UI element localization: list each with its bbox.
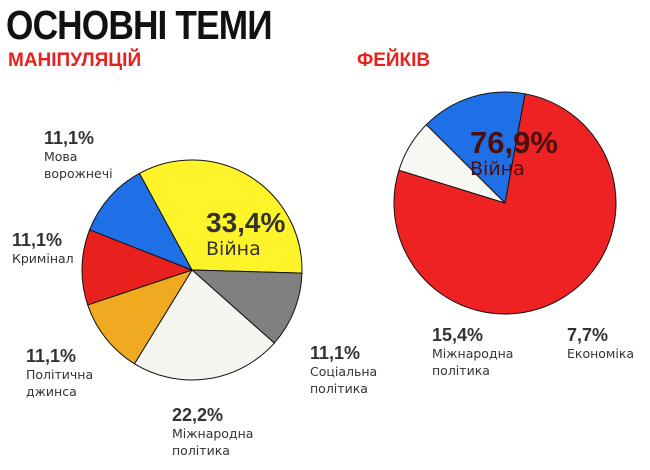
- manipulations-heading: МАНІПУЛЯЦІЙ: [8, 50, 142, 71]
- fakes-slice-international: [425, 91, 526, 204]
- manip-paid-name-1: Політична: [26, 367, 94, 382]
- manip-criminal-value: 11,1%: [12, 230, 63, 250]
- manip-international-value: 22,2%: [172, 405, 224, 425]
- fakes-economy-name: Економіка: [567, 346, 635, 361]
- manip-social-name-1: Соціальна: [310, 364, 378, 379]
- manip-war-value: 33,4%: [206, 207, 286, 238]
- manip-label-criminal: 11,1% Кримінал: [12, 230, 74, 267]
- fakes-war-value: 76,9%: [470, 125, 558, 160]
- manip-war-name: Війна: [206, 238, 261, 260]
- manip-criminal-name: Кримінал: [12, 251, 74, 266]
- fakes-international-name-1: Міжнародна: [432, 346, 514, 361]
- page-title: ОСНОВНІ ТЕМИ: [6, 2, 273, 48]
- fakes-international-name-2: політика: [432, 363, 490, 378]
- fakes-slice-war: [393, 93, 617, 315]
- manip-label-war: 33,4% Війна: [206, 207, 286, 261]
- manip-slice-hate: [89, 172, 193, 271]
- fakes-label-international: 15,4% Міжнародна політика: [432, 325, 513, 379]
- manip-slice-criminal: [81, 229, 193, 306]
- fakes-label-economy: 7,7% Економіка: [567, 325, 634, 362]
- manip-paid-name-2: джинса: [26, 384, 77, 399]
- manip-international-name-1: Міжнародна: [172, 426, 254, 441]
- fakes-label-war: 76,9% Війна: [470, 125, 558, 180]
- fakes-economy-value: 7,7%: [567, 325, 609, 345]
- manip-hate-name-1: Мова: [44, 149, 78, 164]
- manip-international-name-2: політика: [172, 443, 230, 458]
- manip-label-social: 11,1% Соціальна політика: [310, 343, 377, 397]
- manip-hate-name-2: ворожнечі: [44, 166, 113, 181]
- manip-label-paid: 11,1% Політична джинса: [26, 346, 93, 400]
- manip-slice-war: [138, 159, 303, 274]
- manip-label-international: 22,2% Міжнародна політика: [172, 405, 253, 459]
- manip-hate-value: 11,1%: [44, 128, 95, 148]
- manip-slice-social: [191, 269, 303, 344]
- fakes-international-value: 15,4%: [432, 325, 484, 345]
- fakes-war-name: Війна: [470, 158, 525, 180]
- manip-slice-paid: [87, 269, 193, 365]
- manip-social-name-2: політика: [310, 381, 368, 396]
- manip-social-value: 11,1%: [310, 343, 361, 363]
- manip-label-hate: 11,1% Мова ворожнечі: [44, 128, 113, 182]
- fakes-heading: ФЕЙКІВ: [357, 50, 431, 71]
- manip-paid-value: 11,1%: [26, 346, 77, 366]
- manip-slice-international: [134, 269, 275, 381]
